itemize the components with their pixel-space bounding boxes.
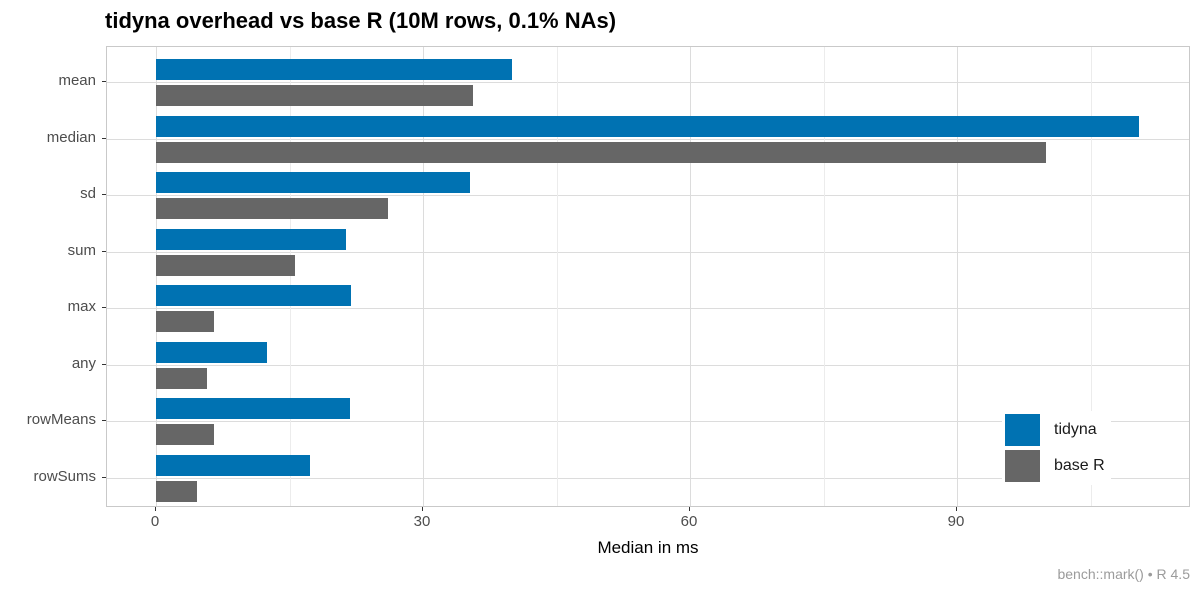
gridline-major [107, 365, 1189, 366]
bar-tidyna-any [156, 342, 267, 363]
legend-item-tidyna: tidyna [1005, 414, 1105, 446]
bar-tidyna-sum [156, 229, 346, 250]
bar-tidyna-mean [156, 59, 512, 80]
gridline-minor [556, 47, 558, 506]
gridline-minor [289, 47, 291, 506]
y-axis-label-rowSums: rowSums [33, 468, 96, 485]
gridline-major [107, 82, 1189, 83]
gridline-major [107, 195, 1189, 196]
bar-base-r-mean [156, 85, 473, 106]
y-axis-label-any: any [71, 355, 96, 372]
y-axis-label-mean: mean [58, 72, 96, 89]
x-axis-tick-label-0: 0 [150, 513, 160, 530]
legend-label-base-r: base R [1054, 457, 1105, 474]
legend-key-base-r [1005, 450, 1040, 482]
bar-tidyna-max [156, 285, 351, 306]
x-axis-tick [956, 507, 957, 511]
bar-base-r-rowSums [156, 481, 197, 502]
y-axis-tick [102, 420, 106, 421]
x-axis-tick [689, 507, 690, 511]
bar-base-r-rowMeans [156, 424, 214, 445]
gridline-major [107, 252, 1189, 253]
y-axis-label-sd: sd [80, 185, 96, 202]
y-axis-tick [102, 138, 106, 139]
bar-base-r-any [156, 368, 207, 389]
bar-base-r-sum [156, 255, 295, 276]
legend: tidyna base R [1002, 411, 1111, 485]
gridline-major [107, 478, 1189, 479]
bar-base-r-max [156, 311, 214, 332]
bar-base-r-sd [156, 198, 388, 219]
gridline-major [107, 139, 1189, 140]
gridline-major [690, 47, 691, 506]
y-axis-tick [102, 194, 106, 195]
y-axis-tick [102, 81, 106, 82]
y-axis-label-median: median [46, 129, 96, 146]
x-axis-tick-label-60: 60 [680, 513, 698, 530]
y-axis-label-max: max [67, 298, 96, 315]
gridline-major [423, 47, 424, 506]
bar-tidyna-rowSums [156, 455, 310, 476]
gridline-major [957, 47, 958, 506]
plot-panel: tidyna base R [106, 46, 1190, 507]
y-axis-tick [102, 364, 106, 365]
y-axis-tick [102, 477, 106, 478]
y-axis-tick [102, 251, 106, 252]
y-axis-tick [102, 307, 106, 308]
gridline-major [107, 421, 1189, 422]
y-axis-label-rowMeans: rowMeans [26, 411, 96, 428]
y-axis-label-sum: sum [67, 242, 96, 259]
x-axis-tick-label-90: 90 [947, 513, 965, 530]
legend-label-tidyna: tidyna [1054, 421, 1097, 438]
caption: bench::mark() • R 4.5 [1057, 566, 1190, 582]
x-axis-title: Median in ms [597, 538, 699, 557]
gridline-minor [1090, 47, 1092, 506]
bar-tidyna-rowMeans [156, 398, 350, 419]
bar-tidyna-median [156, 116, 1139, 137]
x-axis-tick [155, 507, 156, 511]
gridline-major [107, 308, 1189, 309]
bar-base-r-median [156, 142, 1046, 163]
x-axis-tick [422, 507, 423, 511]
gridline-major [156, 47, 157, 506]
bar-tidyna-sd [156, 172, 470, 193]
x-axis-tick-label-30: 30 [413, 513, 431, 530]
gridline-minor [823, 47, 825, 506]
legend-item-base-r: base R [1005, 450, 1105, 482]
legend-key-tidyna [1005, 414, 1040, 446]
chart-title: tidyna overhead vs base R (10M rows, 0.1… [105, 8, 617, 33]
